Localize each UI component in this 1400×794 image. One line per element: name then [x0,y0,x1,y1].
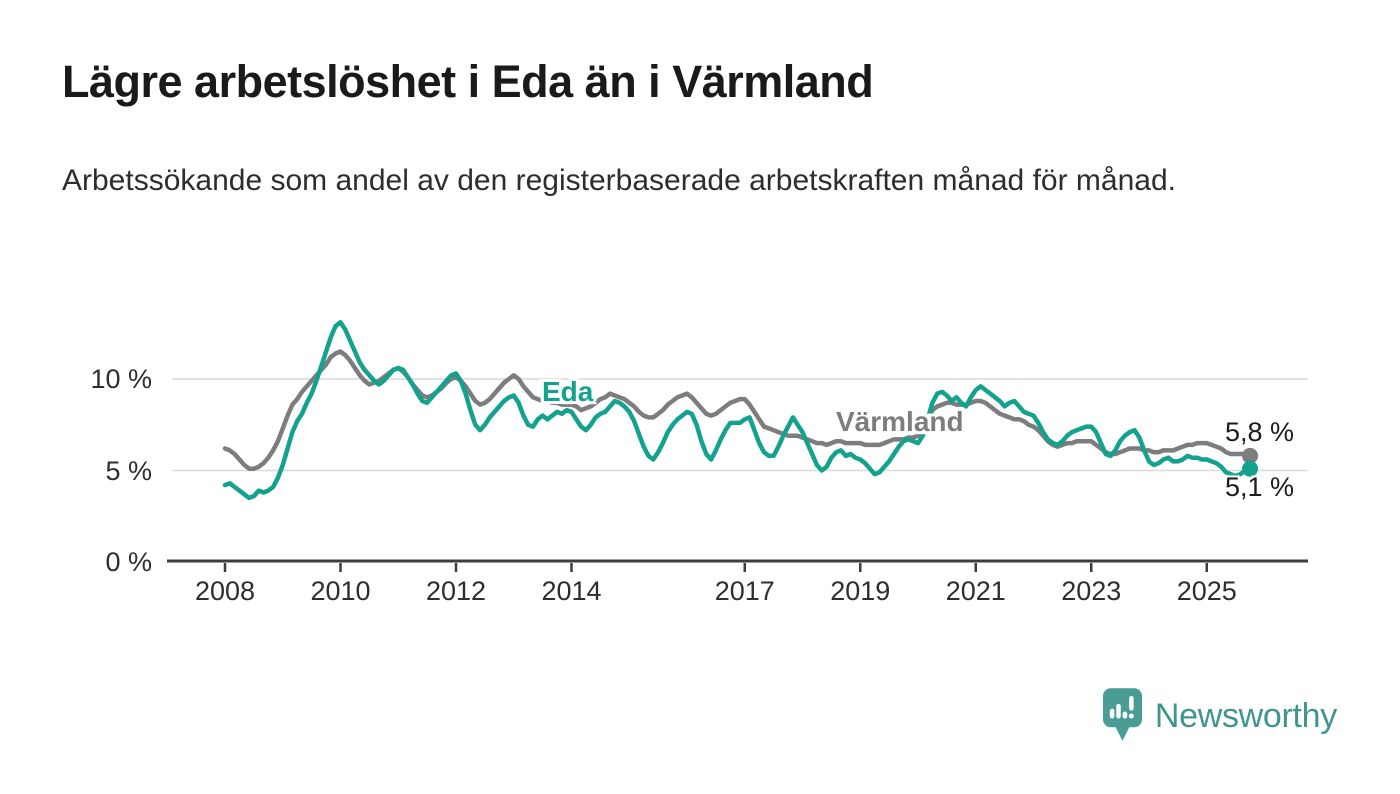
chart-subtitle: Arbetssökande som andel av den registerb… [62,164,1176,197]
series-label-varmland: Värmland [836,406,964,437]
y-axis-tick-0: 0 % [105,547,152,577]
newsworthy-logo: Newsworthy [1102,688,1337,745]
x-axis-tick-2008: 2008 [194,576,256,606]
y-axis-tick-10: 10 % [90,364,152,394]
x-axis-tick-2010: 2010 [310,576,371,606]
x-axis-tick-2021: 2021 [945,576,1006,606]
x-axis-tick-2012: 2012 [425,576,487,606]
end-value-label-eda: 5,1 % [1225,472,1295,502]
x-axis-tick-2017: 2017 [714,576,775,606]
newsworthy-logo-icon [1102,688,1142,741]
x-axis-tick-2025: 2025 [1176,576,1237,606]
y-axis-tick-5: 5 % [105,455,152,486]
newsworthy-logo-text: Newsworthy [1154,697,1337,735]
x-axis-tick-2014: 2014 [541,576,602,606]
page-title: Lägre arbetslöshet i Eda än i Värmland [62,56,874,107]
x-axis-tick-2023: 2023 [1061,576,1122,606]
series-label-eda: Eda [542,376,594,407]
x-axis-tick-2019: 2019 [830,576,891,606]
end-value-label-varmland: 5,8 % [1225,417,1295,447]
